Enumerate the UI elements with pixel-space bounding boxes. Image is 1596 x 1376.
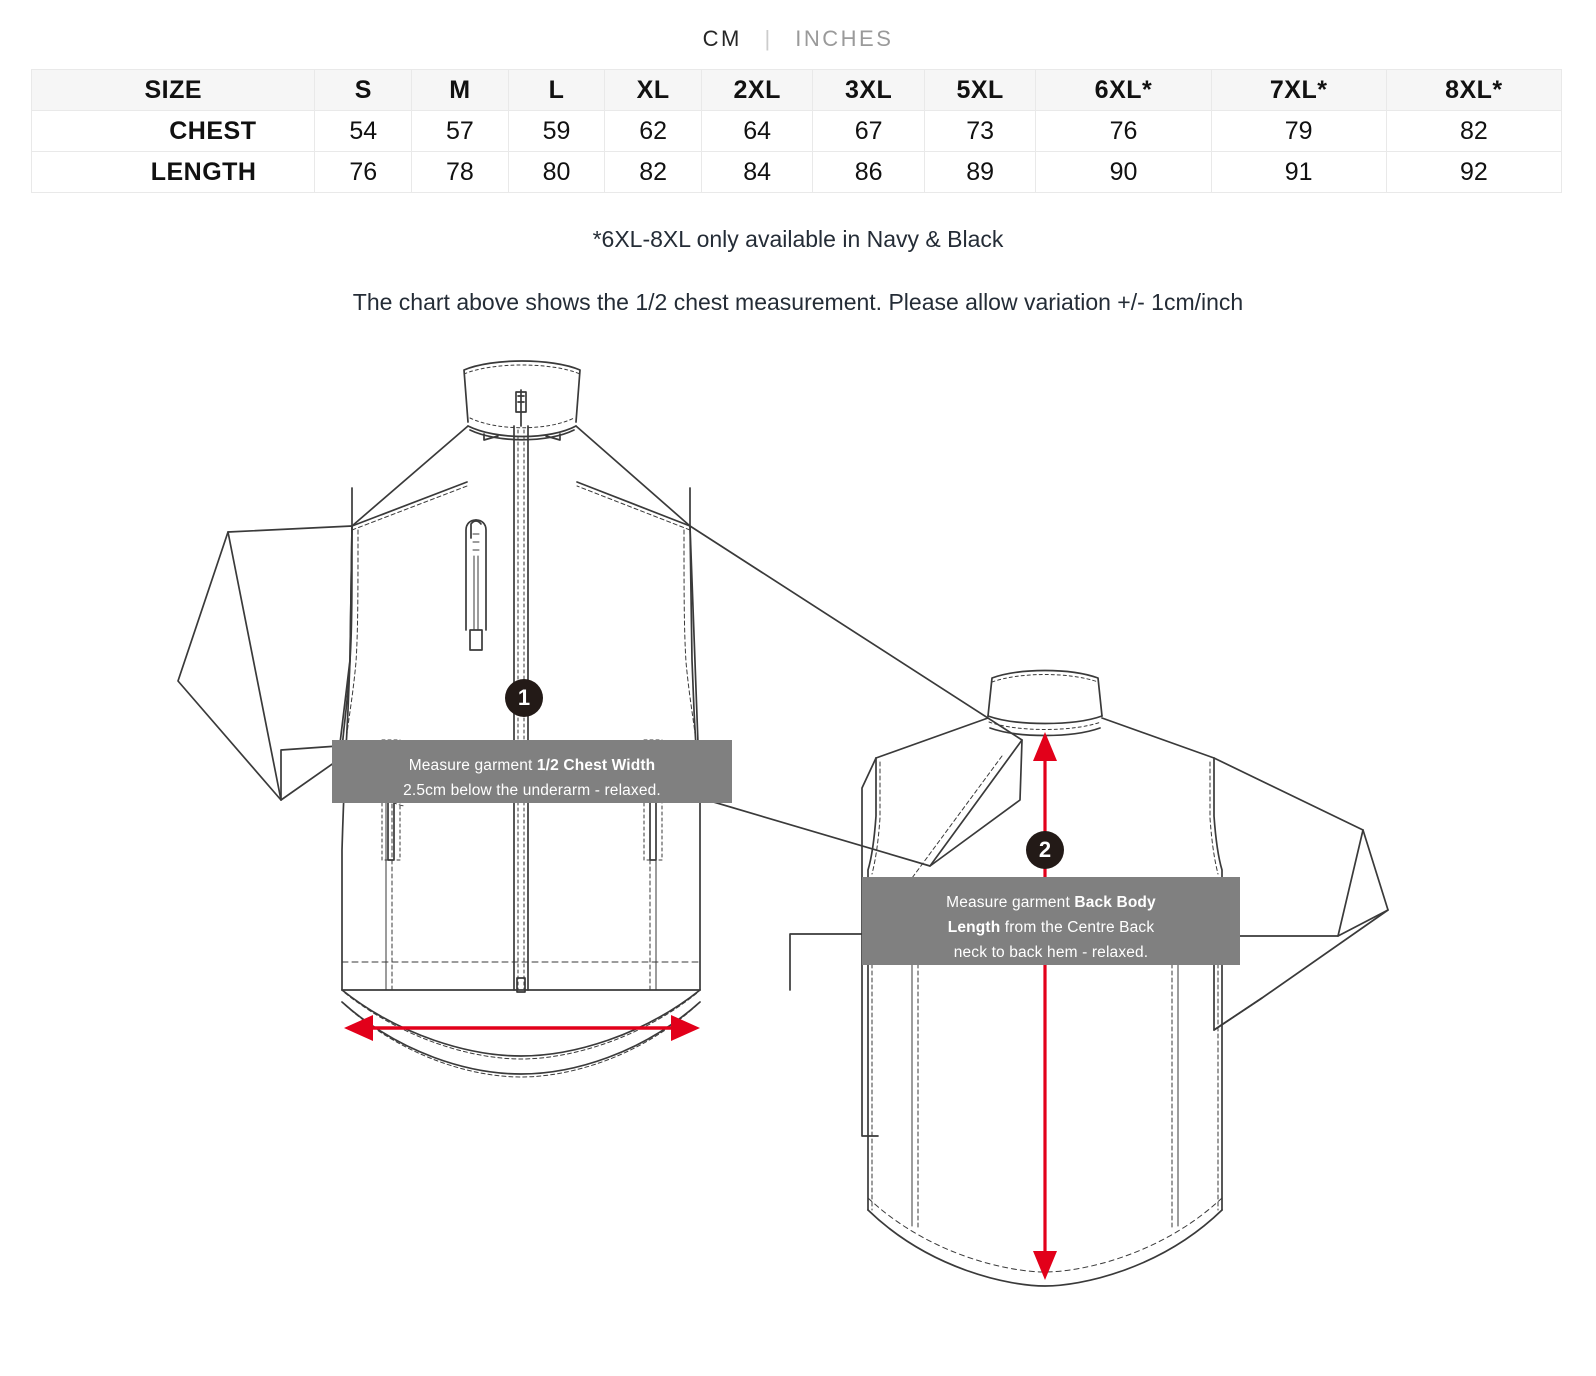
header-cell-7xl: 7XL* <box>1210 69 1387 111</box>
callout-2-line-2: Length from the Centre Back <box>862 915 1240 940</box>
callout-1-line1-prefix: Measure garment <box>408 757 537 774</box>
header-cell-l: L <box>507 69 606 111</box>
callout-1-line-2: 2.5cm below the underarm - relaxed. <box>403 782 661 799</box>
measure-arrow-chest <box>344 1015 700 1041</box>
cell-chest-xl: 62 <box>604 110 702 152</box>
note-variation: The chart above shows the 1/2 chest meas… <box>352 289 1244 315</box>
unit-toggle-inches[interactable]: INCHES <box>795 26 894 51</box>
measure-badge-1: 1 <box>505 679 543 717</box>
callout-2-line1-bold: Back Body <box>1074 894 1156 911</box>
callout-label-chest: Measure garment 1/2 Chest Width 2.5cm be… <box>332 740 732 803</box>
callout-1-line-1: Measure garment 1/2 Chest Width <box>332 753 732 778</box>
header-cell-size: SIZE <box>30 69 316 111</box>
cell-length-3xl: 86 <box>812 151 925 193</box>
callout-2-line1-prefix: Measure garment <box>946 894 1075 911</box>
header-cell-3xl: 3XL <box>812 69 925 111</box>
cell-length-5xl: 89 <box>923 151 1037 193</box>
cell-chest-5xl: 73 <box>923 110 1037 152</box>
cell-chest-6xl: 76 <box>1035 110 1212 152</box>
callout-1-line1-bold: 1/2 Chest Width <box>536 757 656 774</box>
table-row-length: LENGTH 76 78 80 82 84 86 89 90 91 92 <box>30 151 1563 193</box>
garment-illustrations-svg <box>177 360 1389 1287</box>
note-availability: *6XL-8XL only available in Navy & Black <box>592 226 1004 252</box>
unit-toggle-cm[interactable]: CM <box>702 26 742 51</box>
table-header-row: SIZE S M L XL 2XL 3XL 5XL 6XL* 7XL* 8XL* <box>30 69 1563 111</box>
cell-chest-3xl: 67 <box>812 110 925 152</box>
measure-badge-2: 2 <box>1026 831 1064 869</box>
callout-2-line2-bold: Length <box>947 919 1001 936</box>
row-label-chest: CHEST <box>30 110 316 152</box>
cell-length-7xl: 91 <box>1210 151 1387 193</box>
header-cell-8xl: 8XL* <box>1385 69 1563 111</box>
cell-chest-s: 54 <box>314 110 413 152</box>
header-cell-2xl: 2XL <box>700 69 814 111</box>
callout-2-line-1: Measure garment Back Body <box>862 890 1240 915</box>
jacket-back-technical-drawing <box>789 669 1389 1287</box>
cell-chest-7xl: 79 <box>1210 110 1387 152</box>
garment-illustrations <box>0 330 1596 1376</box>
unit-toggle-divider: | <box>764 26 773 51</box>
unit-toggle[interactable]: CM | INCHES <box>0 26 1596 52</box>
cell-chest-m: 57 <box>411 110 509 152</box>
cell-length-xl: 82 <box>604 151 702 193</box>
cell-length-2xl: 84 <box>700 151 814 193</box>
cell-chest-2xl: 64 <box>700 110 814 152</box>
size-chart-table: SIZE S M L XL 2XL 3XL 5XL 6XL* 7XL* 8XL*… <box>30 69 1563 193</box>
cell-length-m: 78 <box>411 151 509 193</box>
measure-arrow-back-length <box>1033 732 1057 1280</box>
row-label-length: LENGTH <box>30 151 316 193</box>
header-cell-xl: XL <box>604 69 702 111</box>
cell-length-6xl: 90 <box>1035 151 1212 193</box>
cell-length-l: 80 <box>507 151 606 193</box>
header-cell-m: M <box>411 69 509 111</box>
header-cell-5xl: 5XL <box>923 69 1037 111</box>
size-chart-table-container: SIZE S M L XL 2XL 3XL 5XL 6XL* 7XL* 8XL*… <box>30 69 1563 193</box>
cell-length-s: 76 <box>314 151 413 193</box>
header-cell-s: S <box>314 69 413 111</box>
cell-length-8xl: 92 <box>1385 151 1563 193</box>
table-row-chest: CHEST 54 57 59 62 64 67 73 76 79 82 <box>30 110 1563 152</box>
cell-chest-8xl: 82 <box>1385 110 1563 152</box>
callout-label-back-length: Measure garment Back Body Length from th… <box>862 877 1240 965</box>
callout-2-line-3: neck to back hem - relaxed. <box>953 944 1149 961</box>
callout-2-line2-suffix: from the Centre Back <box>1000 919 1155 936</box>
cell-chest-l: 59 <box>507 110 606 152</box>
header-cell-6xl: 6XL* <box>1035 69 1212 111</box>
jacket-front-technical-drawing <box>177 360 1023 1078</box>
